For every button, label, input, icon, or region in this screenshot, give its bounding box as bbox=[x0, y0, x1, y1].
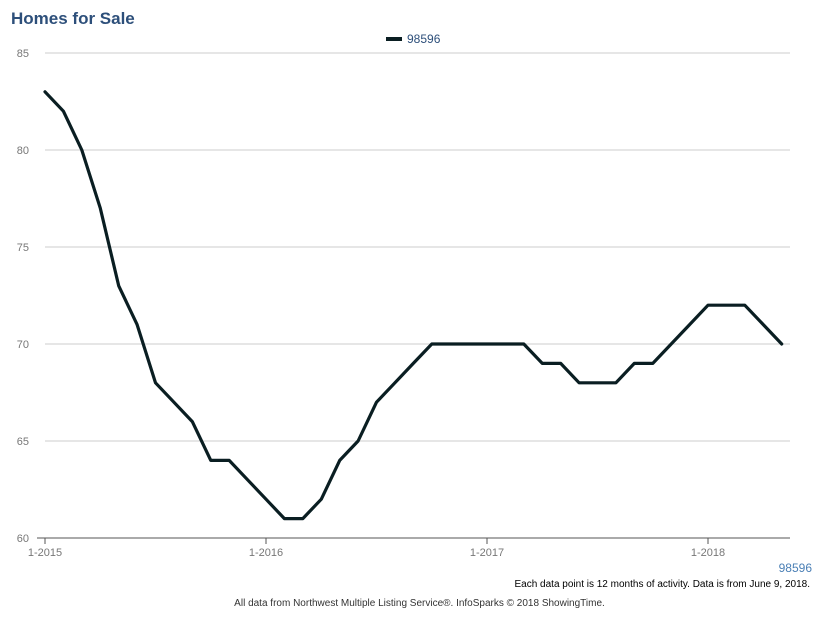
x-tick-label: 1-2015 bbox=[28, 547, 62, 559]
data-point[interactable] bbox=[356, 439, 360, 443]
data-point[interactable] bbox=[61, 109, 65, 113]
y-tick-label: 85 bbox=[17, 48, 29, 60]
y-tick-label: 65 bbox=[17, 436, 29, 448]
data-point[interactable] bbox=[596, 381, 600, 385]
data-point[interactable] bbox=[724, 303, 728, 307]
data-point[interactable] bbox=[338, 458, 342, 462]
data-point[interactable] bbox=[577, 381, 581, 385]
data-point[interactable] bbox=[688, 323, 692, 327]
data-point[interactable] bbox=[98, 206, 102, 210]
data-point[interactable] bbox=[503, 342, 507, 346]
data-point[interactable] bbox=[430, 342, 434, 346]
legend-swatch bbox=[386, 37, 402, 41]
data-point[interactable] bbox=[522, 342, 526, 346]
y-axis-ticks: 60 65 70 75 80 85 bbox=[17, 48, 29, 545]
data-point[interactable] bbox=[135, 323, 139, 327]
data-point[interactable] bbox=[780, 342, 784, 346]
data-point[interactable] bbox=[246, 478, 250, 482]
data-point[interactable] bbox=[227, 458, 231, 462]
data-point[interactable] bbox=[540, 361, 544, 365]
data-point[interactable] bbox=[301, 517, 305, 521]
data-point[interactable] bbox=[172, 400, 176, 404]
y-tick-label: 60 bbox=[17, 533, 29, 545]
data-point[interactable] bbox=[393, 381, 397, 385]
data-point[interactable] bbox=[706, 303, 710, 307]
legend[interactable]: 98596 bbox=[386, 32, 441, 46]
data-point[interactable] bbox=[761, 323, 765, 327]
data-point[interactable] bbox=[209, 458, 213, 462]
footnote: Each data point is 12 months of activity… bbox=[514, 579, 810, 590]
chart-title: Homes for Sale bbox=[11, 9, 135, 28]
series-layer bbox=[43, 90, 784, 521]
data-point[interactable] bbox=[651, 361, 655, 365]
data-point[interactable] bbox=[375, 400, 379, 404]
data-point[interactable] bbox=[319, 497, 323, 501]
data-point[interactable] bbox=[264, 497, 268, 501]
y-tick-label: 80 bbox=[17, 145, 29, 157]
data-point[interactable] bbox=[485, 342, 489, 346]
data-point[interactable] bbox=[80, 148, 84, 152]
data-point[interactable] bbox=[669, 342, 673, 346]
data-point[interactable] bbox=[448, 342, 452, 346]
data-credit: All data from Northwest Multiple Listing… bbox=[234, 598, 605, 609]
y-tick-label: 70 bbox=[17, 339, 29, 351]
data-point[interactable] bbox=[614, 381, 618, 385]
data-point[interactable] bbox=[154, 381, 158, 385]
x-tick-label: 1-2016 bbox=[249, 547, 283, 559]
data-point[interactable] bbox=[282, 517, 286, 521]
x-axis: 1-2015 1-2016 1-2017 1-2018 bbox=[28, 537, 790, 559]
legend-label: 98596 bbox=[407, 32, 441, 46]
x-tick-label: 1-2017 bbox=[470, 547, 504, 559]
data-point[interactable] bbox=[743, 303, 747, 307]
x-tick-label: 1-2018 bbox=[691, 547, 725, 559]
data-point[interactable] bbox=[559, 361, 563, 365]
gridlines bbox=[45, 52, 790, 442]
data-point[interactable] bbox=[117, 284, 121, 288]
data-point[interactable] bbox=[632, 361, 636, 365]
series-corner-label: 98596 bbox=[778, 561, 812, 575]
series-line-98596[interactable] bbox=[43, 90, 784, 521]
data-point[interactable] bbox=[43, 90, 47, 94]
data-point[interactable] bbox=[467, 342, 471, 346]
y-tick-label: 75 bbox=[17, 242, 29, 254]
data-point[interactable] bbox=[190, 420, 194, 424]
data-point[interactable] bbox=[411, 361, 415, 365]
